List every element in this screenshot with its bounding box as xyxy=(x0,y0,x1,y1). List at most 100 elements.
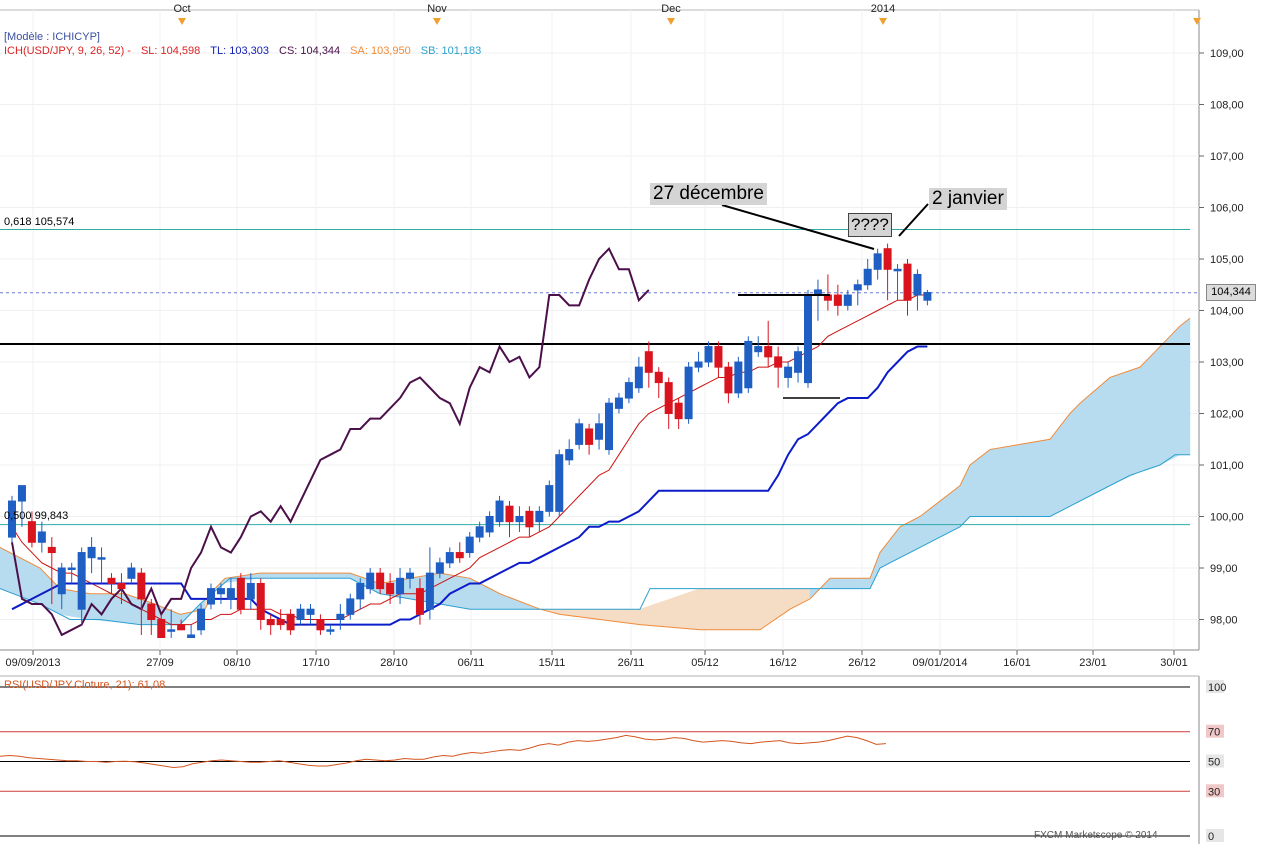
rsi-level-tag xyxy=(1206,724,1224,738)
cloud-segment xyxy=(1139,345,1161,473)
candle xyxy=(286,609,295,635)
candle-body xyxy=(87,546,96,559)
candle-body xyxy=(37,531,46,543)
candle xyxy=(167,609,176,638)
candle-body xyxy=(77,552,86,610)
candle-body xyxy=(376,572,385,590)
candle xyxy=(674,398,683,429)
candle xyxy=(903,259,912,316)
candle-body xyxy=(67,567,76,570)
candle xyxy=(614,392,623,414)
candle xyxy=(386,573,395,605)
candle-body xyxy=(216,588,225,595)
cloud-segment xyxy=(829,578,871,589)
candle-body xyxy=(744,340,753,389)
candle xyxy=(555,449,564,517)
candle-body xyxy=(326,629,335,632)
candle xyxy=(684,362,693,424)
candle xyxy=(425,547,434,620)
indicator-legend: ICH(USD/JPY, 9, 26, 52) - SL: 104,598 TL: … xyxy=(4,45,491,58)
candle-body xyxy=(157,619,166,638)
rsi-level-label-100: 100 xyxy=(1208,682,1226,694)
candle-body xyxy=(286,613,295,631)
candle-body xyxy=(674,402,683,420)
top-month-axis: Oct Nov Dec 2014 xyxy=(173,3,1201,25)
price-axis[interactable]: 109,00 108,00 107,00 106,00 105,00 104,00 103,… xyxy=(1199,48,1244,627)
rsi-level-tag xyxy=(1206,829,1224,842)
x-tick-label: 16/12 xyxy=(769,657,797,669)
candle-body xyxy=(435,562,444,574)
candle xyxy=(575,418,584,450)
candle-body xyxy=(296,608,305,621)
candle xyxy=(764,320,773,368)
candle-body xyxy=(605,402,613,451)
candle xyxy=(485,511,494,538)
candle xyxy=(565,439,574,465)
candle xyxy=(366,568,375,594)
candle-body xyxy=(555,454,564,512)
x-tick-label: 30/01 xyxy=(1160,657,1188,669)
month-marker-1 xyxy=(433,18,441,25)
candle xyxy=(137,568,146,635)
candle-body xyxy=(734,361,743,394)
month-marker-0 xyxy=(178,18,186,25)
candle-body xyxy=(27,521,36,543)
date-axis[interactable]: 09/09/2013 27/09 08/10 17/10 28/10 06/11 15/11… xyxy=(5,650,1188,669)
x-tick-label: 26/11 xyxy=(618,657,645,669)
candle xyxy=(883,243,892,301)
candle-body xyxy=(396,577,405,595)
x-tick-label: 09/01/2014 xyxy=(912,657,967,669)
candle-body xyxy=(704,346,713,363)
candle xyxy=(515,506,524,532)
candle xyxy=(147,598,156,635)
y-tick-label: 103,00 xyxy=(1210,357,1244,369)
candle-body xyxy=(306,608,315,615)
candle-body xyxy=(833,294,842,306)
candle xyxy=(455,542,464,563)
candle xyxy=(654,367,663,399)
candle xyxy=(406,568,414,589)
candle xyxy=(316,614,325,635)
candle xyxy=(843,289,852,311)
candle xyxy=(694,351,703,373)
candle-body xyxy=(535,510,544,523)
y-tick-label: 98,00 xyxy=(1210,615,1238,627)
cloud-segment xyxy=(1019,438,1051,517)
legend-sb: SB: 101,183 xyxy=(420,45,482,57)
legend-sa: SA: 103,950 xyxy=(350,45,411,57)
annotation-question: ???? xyxy=(848,213,892,237)
candle-body xyxy=(256,582,265,621)
candle xyxy=(893,264,902,301)
candle-body xyxy=(515,516,524,523)
legend-sl: SL: 104,598 xyxy=(140,45,201,57)
candle-body xyxy=(276,619,285,626)
ichimoku-cloud xyxy=(0,317,1191,631)
cloud-segment xyxy=(259,572,301,579)
annotation-27-december: 27 décembre xyxy=(650,183,767,205)
x-tick-label: 05/12 xyxy=(691,657,719,669)
candle-body xyxy=(226,588,235,600)
candle-body xyxy=(425,572,434,610)
candle xyxy=(853,279,862,306)
candle xyxy=(664,377,673,429)
cloud-segment xyxy=(1109,366,1141,486)
x-tick-label: 09/09/2013 xyxy=(5,657,60,669)
cloud-segment xyxy=(1159,325,1181,466)
candle xyxy=(396,568,405,605)
grid xyxy=(0,10,1199,650)
candle xyxy=(505,501,514,538)
cloud-segment xyxy=(699,588,761,631)
candle-body xyxy=(644,351,653,373)
candle-body xyxy=(794,351,803,373)
candle xyxy=(207,583,215,610)
candle xyxy=(724,362,733,404)
senkou-span-a-line xyxy=(0,317,1191,631)
candle xyxy=(535,506,544,532)
candle-body xyxy=(17,485,26,502)
x-tick-label: 26/12 xyxy=(848,657,876,669)
rsi-panel: 100 70 50 30 0 xyxy=(0,680,1226,843)
rsi-level-tag xyxy=(1206,754,1224,768)
candle-body xyxy=(893,268,902,272)
candle-body xyxy=(97,557,106,560)
